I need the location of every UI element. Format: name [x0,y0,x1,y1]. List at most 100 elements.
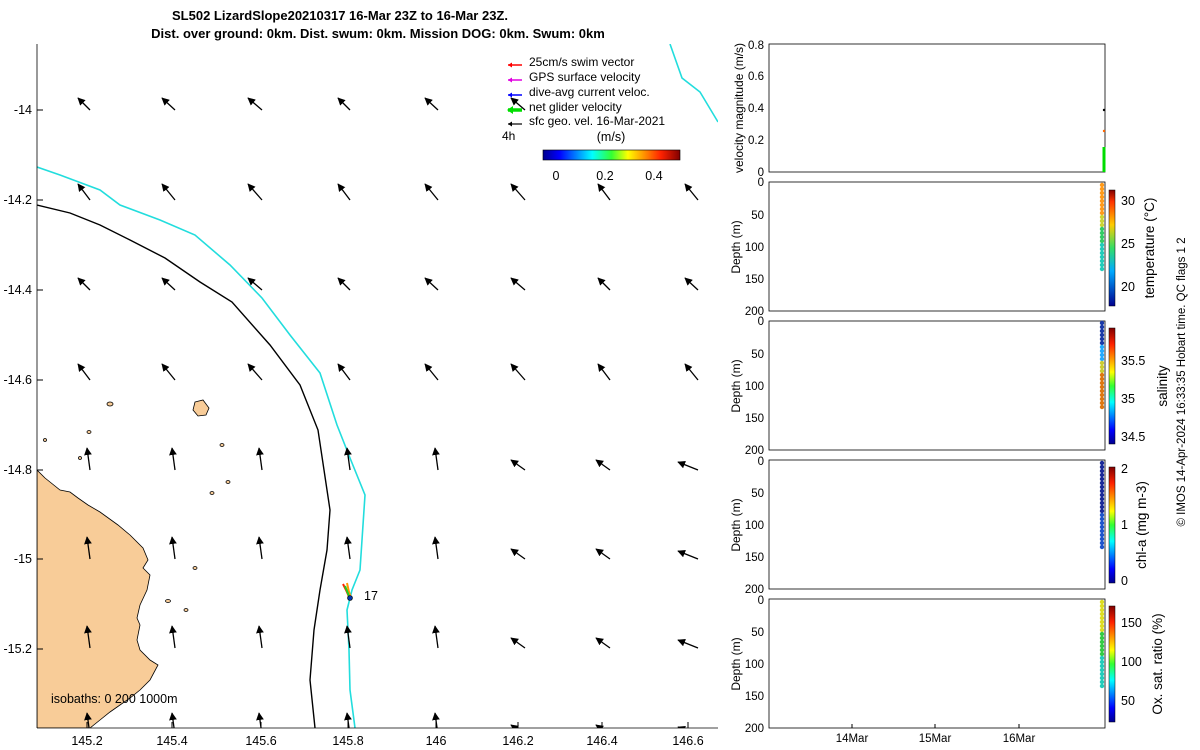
profile-point [1099,348,1105,354]
glider-point-label: 17 [364,589,378,603]
current-arrow [247,97,263,111]
current-arrow [247,277,263,291]
profile-point [1099,528,1105,534]
profile-point [1099,218,1105,224]
current-arrow [161,97,176,111]
profile-point [1099,194,1105,200]
svg-text:200: 200 [745,723,764,735]
profile-point [1099,320,1105,326]
profile-point [1099,332,1105,338]
svg-text:GPS surface velocity: GPS surface velocity [529,70,640,84]
profile-point [1099,352,1105,358]
current-arrow [684,183,699,201]
legend-item-sfc-geo-vel: sfc geo. vel. 16-Mar-2021 [508,114,665,128]
current-arrow [77,277,91,291]
svg-text:50: 50 [751,627,764,639]
profile-point [1099,492,1105,498]
profile-point [1099,512,1105,518]
profile-point [1099,400,1105,406]
profile-point [1099,468,1105,474]
profile-point [1099,376,1105,382]
time-tick: 16Mar [1003,733,1036,745]
profile-point [1099,464,1105,470]
profile-point [1099,659,1105,665]
current-arrow [169,447,177,471]
current-arrow [256,536,264,560]
current-arrow [424,97,439,111]
x-tick: 145.8 [332,734,363,748]
current-arrow [432,447,440,471]
profile-point [1099,372,1105,378]
sal-cbar-tick: 35.5 [1121,354,1145,368]
ox-cbar-tick: 150 [1121,616,1142,630]
current-arrow [344,447,352,471]
map-y-ticks: -14 -14.2 -14.4 -14.6 -14.8 -15 -15.2 [4,103,43,656]
profile-point [1099,404,1105,410]
profile-point [1099,356,1105,362]
x-tick: 146.6 [672,734,703,748]
profile-point [1099,328,1105,334]
svg-text:0: 0 [758,595,764,607]
y-tick: -14.6 [4,373,33,387]
profile-point [1099,336,1105,342]
profile-point [1099,647,1105,653]
chla-cbar-tick: 1 [1121,518,1128,532]
current-arrow [169,712,177,728]
current-arrow [424,363,439,381]
time-axis: 14Mar 15Mar 16Mar [836,724,1036,745]
profile-point [1099,599,1105,605]
svg-text:200: 200 [745,306,764,318]
current-arrow [595,724,604,728]
credit-text: © IMOS 14-Apr-2024 16:33:35 Hobart time.… [1176,237,1188,526]
island [192,399,210,417]
profile-point [1099,266,1105,272]
profile-point [1099,364,1105,370]
profile-point [1099,679,1105,685]
profile-point [1099,667,1105,673]
current-arrow [84,536,92,560]
y-tick: -15 [14,552,32,566]
sfc-geo-vel-arrows [77,97,699,728]
oxygen-profile [1099,599,1105,689]
current-arrow [595,459,611,471]
temperature-label: temperature (°C) [1142,198,1157,299]
svg-text:200: 200 [745,445,764,457]
profile-point [1099,611,1105,617]
profile-point [1099,368,1105,374]
svg-text:150: 150 [745,274,764,286]
profile-point [1099,206,1105,212]
map-legend: 25cm/s swim vector GPS surface velocity … [502,55,665,144]
profile-point [1099,671,1105,677]
profile-point [1099,536,1105,542]
time-tick: 15Mar [919,733,952,745]
current-arrow [247,363,263,381]
chart-title-line2: Dist. over ground: 0km. Dist. swum: 0km.… [151,26,605,41]
current-arrow [510,637,526,649]
profile-point [1099,603,1105,609]
current-arrow [684,277,699,291]
current-arrow [77,97,91,111]
current-arrow [337,97,351,111]
profile-point [1099,607,1105,613]
svg-text:100: 100 [745,381,764,393]
oxygen-panel: 0 50 100 150 200 Depth (m) 50 100 150 Ox… [729,595,1165,735]
current-arrow [510,724,519,728]
current-arrow [677,549,699,560]
velocity-y-tick: 0.6 [748,71,764,83]
svg-text:net glider velocity: net glider velocity [529,100,622,114]
depth-label: Depth (m) [729,637,743,690]
current-arrow [84,625,92,649]
svg-text:sfc geo. vel. 16-Mar-2021: sfc geo. vel. 16-Mar-2021 [529,114,665,128]
colorbar-unit: (m/s) [597,130,625,144]
current-arrow [595,637,611,649]
profile-point [1099,238,1105,244]
current-arrow [510,183,526,201]
profile-point [1099,388,1105,394]
x-tick: 146 [426,734,447,748]
isobath-1000m-ne [669,44,718,123]
current-arrow [84,447,92,471]
current-arrow [597,363,611,381]
profile-point [1099,360,1105,366]
current-arrow [677,460,699,471]
